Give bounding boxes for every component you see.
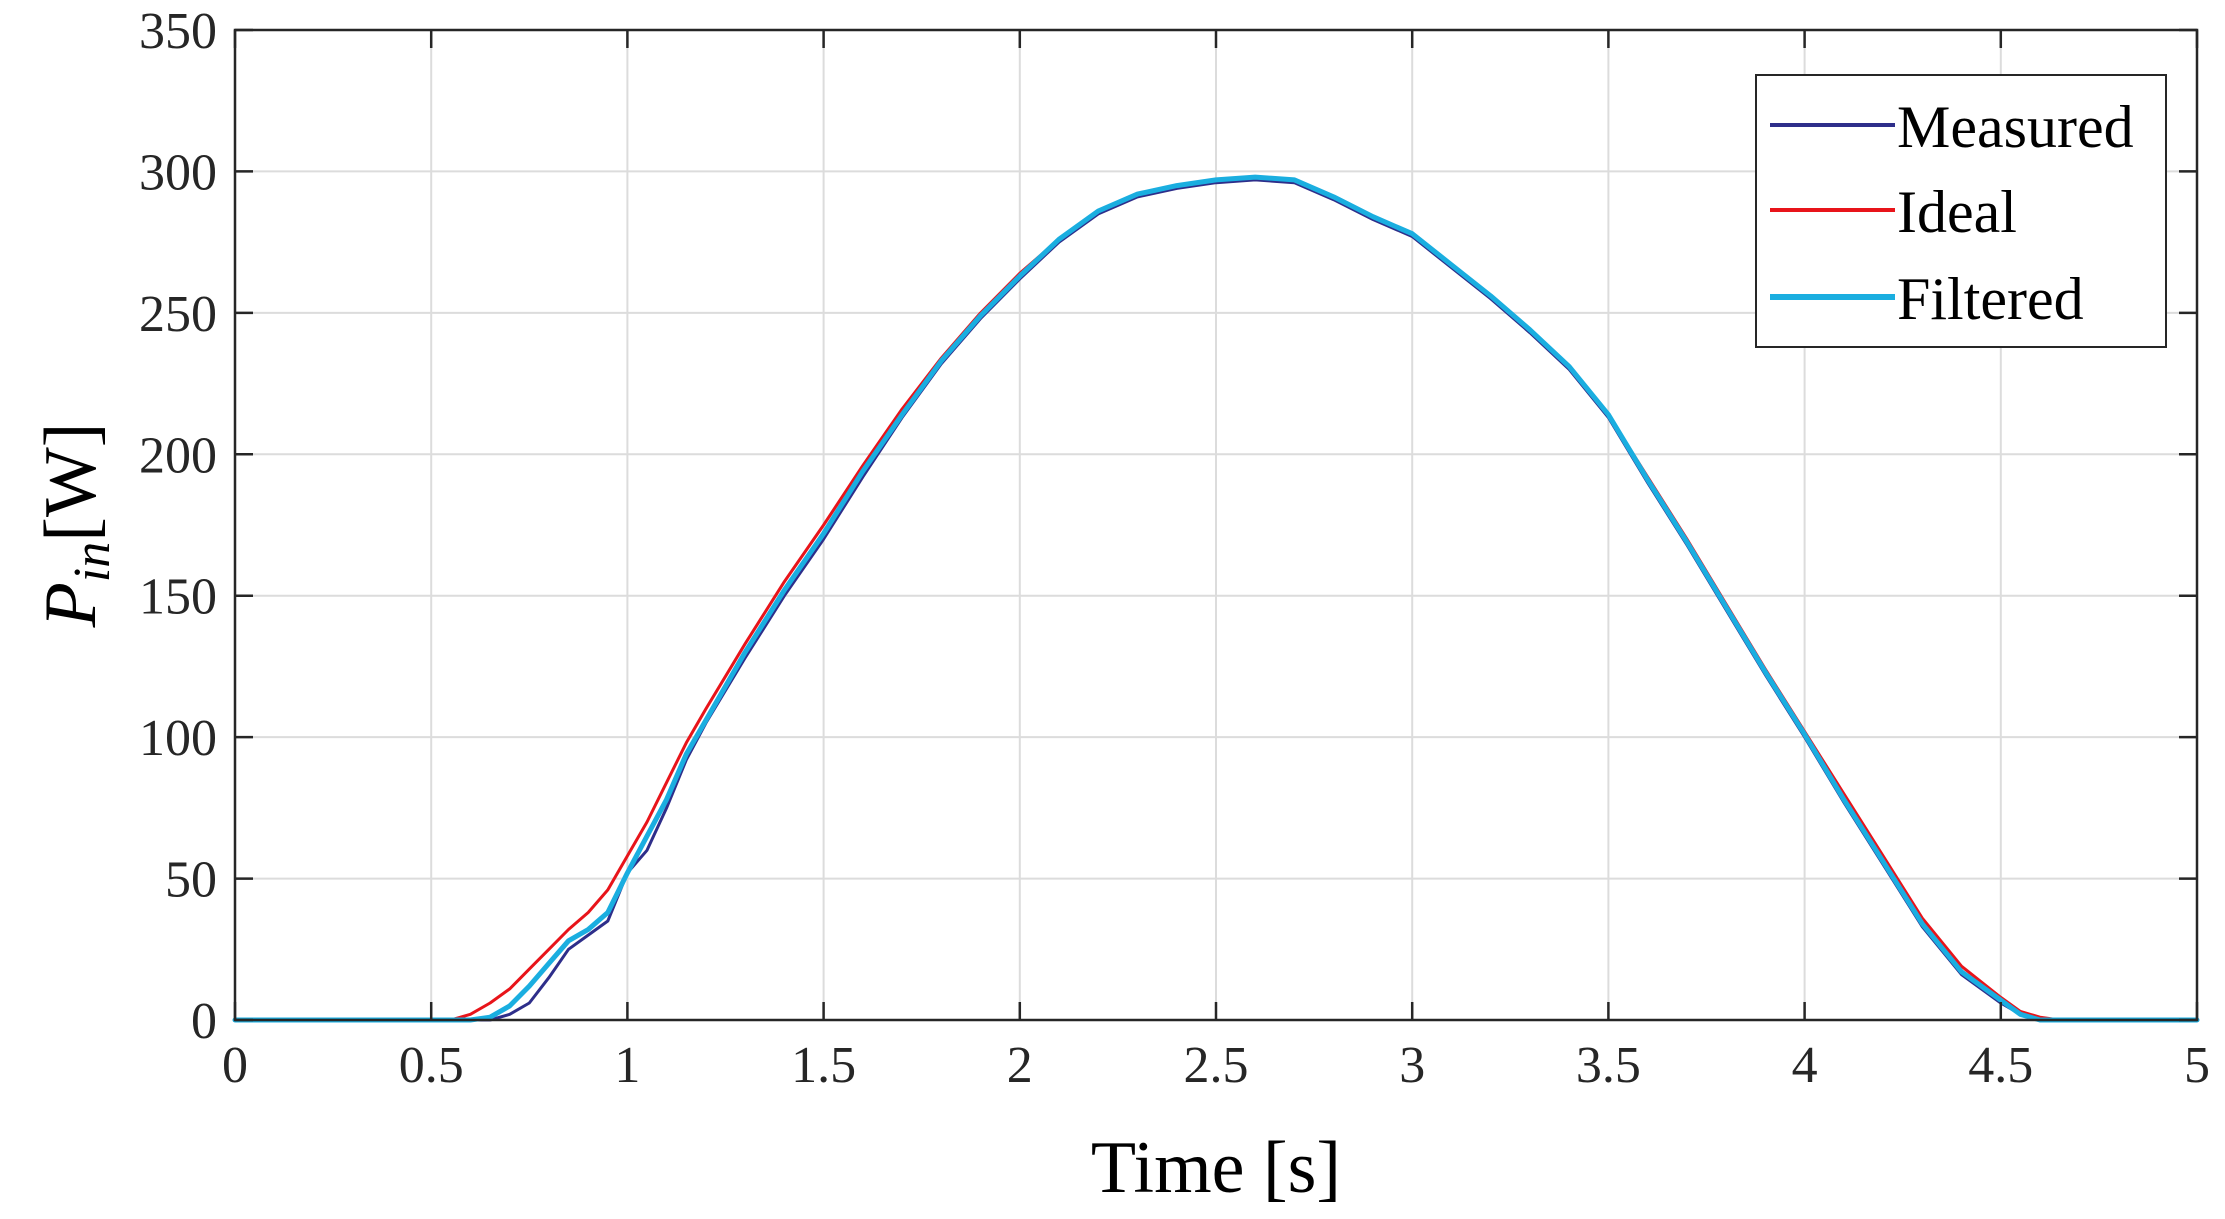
x-tick-labels: 0 0.5 1 1.5 2 2.5 3 3.5 4 4.5 5: [222, 1037, 2210, 1094]
y-tick-label: 50: [165, 852, 217, 909]
x-tick-label: 4: [1792, 1037, 1818, 1094]
x-tick-label: 2.5: [1184, 1037, 1249, 1094]
series-layer: [232, 174, 2200, 1023]
y-tick-label: 250: [139, 286, 217, 343]
x-tick-label: 3: [1399, 1037, 1425, 1094]
x-tick-label: 2: [1007, 1037, 1033, 1094]
y-tick-label: 350: [139, 3, 217, 60]
y-axis-unit: [W]: [30, 423, 112, 542]
x-axis-label: Time [s]: [1091, 1127, 1341, 1209]
y-axis-symbol: P: [30, 582, 112, 628]
x-tick-label: 1: [614, 1037, 640, 1094]
y-tick-label: 200: [139, 427, 217, 484]
y-tick-label: 150: [139, 569, 217, 626]
tick-marks: [233, 28, 2199, 1022]
x-tick-label: 1.5: [791, 1037, 856, 1094]
y-axis-label: Pin[W]: [30, 423, 121, 629]
x-tick-label: 0.5: [399, 1037, 464, 1094]
x-tick-label: 0: [222, 1037, 248, 1094]
x-tick-label: 5: [2184, 1037, 2210, 1094]
legend-label-ideal: Ideal: [1897, 179, 2017, 245]
x-tick-label: 3.5: [1576, 1037, 1641, 1094]
y-tick-labels: 0 50 100 150 200 250 300 350: [139, 3, 217, 1050]
legend-label-filtered: Filtered: [1897, 266, 2084, 332]
y-axis-subscript: in: [64, 542, 121, 582]
y-tick-label: 300: [139, 144, 217, 201]
y-tick-label: 100: [139, 710, 217, 767]
x-tick-label: 4.5: [1968, 1037, 2033, 1094]
legend: Measured Ideal Filtered: [1755, 74, 2167, 348]
series-line-filtered: [232, 174, 2200, 1023]
y-tick-label: 0: [191, 993, 217, 1050]
legend-label-measured: Measured: [1897, 94, 2134, 160]
